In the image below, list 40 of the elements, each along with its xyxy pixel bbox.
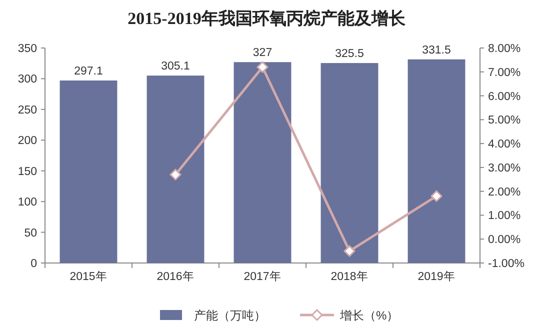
- point: [344, 245, 356, 257]
- y-tick-label: 200: [18, 135, 37, 148]
- y-tick-label: 250: [18, 104, 37, 116]
- bar: [320, 63, 378, 263]
- point: [170, 168, 182, 180]
- x-tick-label: 2018年: [330, 270, 368, 283]
- y2-tick-label: 5.00%: [488, 114, 521, 127]
- y-tick-label: 100: [18, 196, 37, 209]
- bar: [60, 80, 118, 263]
- x-tick-label: 2015年: [70, 270, 108, 283]
- y-tick-label: 300: [18, 74, 37, 86]
- y-tick-label: 50: [24, 227, 37, 240]
- y2-tick-label: 3.00%: [488, 162, 521, 174]
- legend-label: 产能（万吨）: [194, 308, 266, 322]
- point: [256, 61, 268, 73]
- bar: [408, 59, 466, 263]
- y2-tick-label: 7.00%: [488, 66, 521, 79]
- y2-tick-label: 6.00%: [488, 90, 521, 103]
- y2-tick-label: 1.00%: [488, 210, 521, 222]
- x-tick-label: 2016年: [156, 270, 194, 283]
- x-tick-label: 2019年: [418, 270, 456, 283]
- bar: [234, 62, 292, 263]
- chart-title: 2015-2019年我国环氧丙烷产能及增长: [128, 9, 406, 28]
- y2-tick-label: -1.00%: [488, 258, 524, 270]
- y-tick-label: 0: [30, 258, 37, 270]
- y2-tick-label: 4.00%: [488, 138, 521, 151]
- point: [430, 190, 442, 202]
- data-label: 297.1: [74, 65, 103, 78]
- bar: [146, 76, 204, 263]
- y-tick-label: 150: [18, 166, 37, 178]
- data-label: 327: [252, 47, 272, 60]
- legend-label: 增长（%）: [339, 308, 399, 322]
- y-tick-label: 350: [18, 43, 37, 55]
- y2-tick-label: 8.00%: [488, 43, 521, 55]
- y2-tick-label: 0.00%: [488, 234, 521, 246]
- data-label: 331.5: [422, 44, 451, 56]
- data-label: 305.1: [161, 60, 190, 73]
- y2-tick-label: 2.00%: [488, 186, 521, 198]
- data-label: 325.5: [335, 48, 364, 60]
- x-tick-label: 2017年: [244, 270, 282, 283]
